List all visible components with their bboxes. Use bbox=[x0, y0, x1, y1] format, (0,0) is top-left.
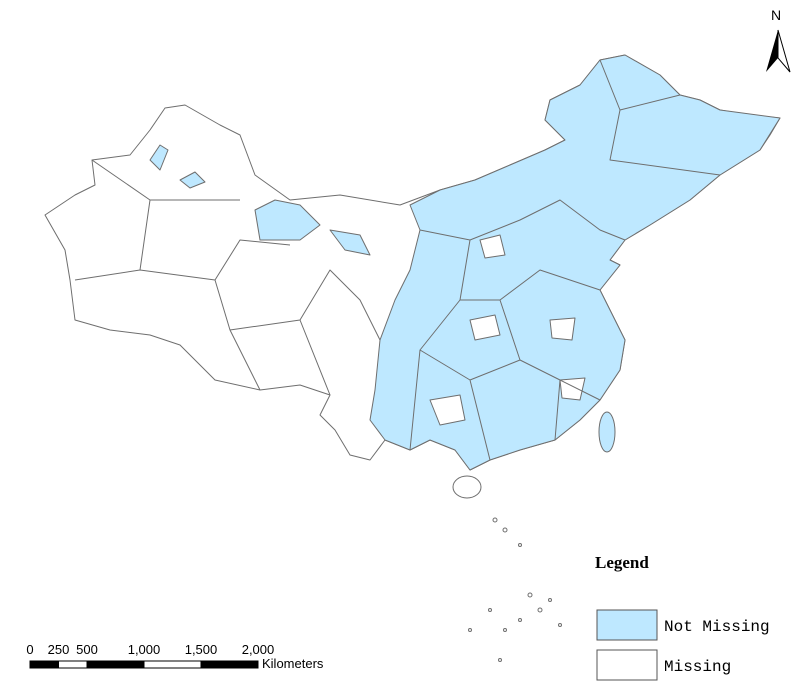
scale-label: 1,000 bbox=[128, 642, 161, 657]
legend-label: Not Missing bbox=[664, 618, 770, 636]
not-missing-region bbox=[598, 411, 616, 453]
missing-region bbox=[559, 377, 586, 401]
legend: Not Missing Missing bbox=[596, 609, 770, 681]
scale-segment bbox=[58, 660, 88, 669]
map-base bbox=[44, 54, 781, 662]
scale-label: 250 bbox=[48, 642, 70, 657]
islands bbox=[468, 517, 562, 662]
scale-segment bbox=[29, 660, 59, 669]
scale-segment bbox=[86, 660, 145, 669]
missing-region bbox=[469, 314, 501, 341]
missing-region bbox=[549, 317, 576, 341]
not-missing-region bbox=[254, 199, 321, 241]
scale-label: 0 bbox=[26, 642, 33, 657]
scale-unit: Kilometers bbox=[262, 656, 324, 671]
island bbox=[452, 475, 482, 499]
not-missing-region bbox=[149, 144, 169, 171]
not-missing-region bbox=[179, 171, 206, 189]
missing-region bbox=[479, 234, 506, 259]
legend-swatch bbox=[596, 649, 658, 681]
province-border bbox=[74, 59, 721, 461]
legend-swatch bbox=[596, 609, 658, 641]
legend-title: Legend bbox=[595, 553, 649, 572]
north-arrow-half bbox=[777, 29, 791, 73]
missing-region bbox=[429, 394, 466, 426]
not-missing-region bbox=[329, 229, 371, 256]
north-label: N bbox=[771, 7, 781, 23]
scale-label: 500 bbox=[76, 642, 98, 657]
not-missing-region bbox=[369, 54, 781, 471]
scale-label: 1,500 bbox=[185, 642, 218, 657]
scale-label: 2,000 bbox=[242, 642, 275, 657]
scale-segment bbox=[200, 660, 259, 669]
scale-segment bbox=[143, 660, 202, 669]
legend-label: Missing bbox=[664, 658, 731, 676]
